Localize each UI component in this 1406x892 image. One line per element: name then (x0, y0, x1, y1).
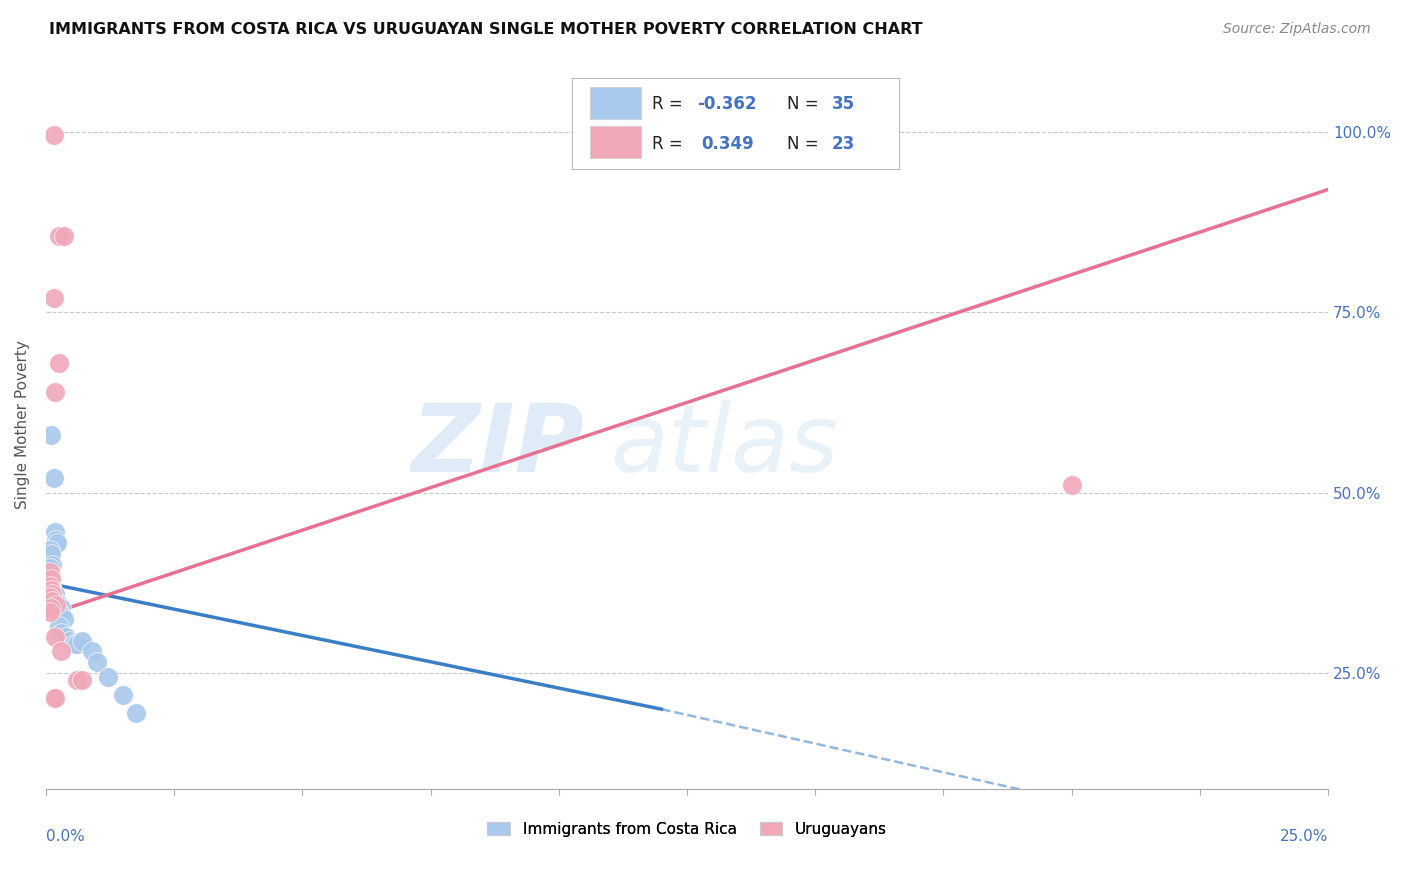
Point (42, 471, 65, 485)
Point (39, 583, 62, 598)
Point (42, 128, 65, 143)
Text: 35: 35 (832, 95, 855, 113)
FancyBboxPatch shape (572, 78, 898, 169)
Point (44, 384, 66, 399)
Point (86, 655, 108, 669)
Point (48, 229, 70, 244)
Point (39, 579, 62, 593)
Point (39, 591, 62, 605)
Point (39, 591, 62, 605)
Point (42, 291, 65, 305)
Point (39, 575, 62, 590)
Point (48, 356, 70, 370)
Point (39, 565, 62, 579)
Point (66, 637, 89, 651)
Text: 0.0%: 0.0% (46, 829, 84, 844)
Text: atlas: atlas (610, 401, 838, 491)
Point (48, 605, 70, 619)
Text: N =: N = (787, 136, 824, 153)
Text: N =: N = (787, 95, 824, 113)
Text: -0.362: -0.362 (697, 95, 756, 113)
Point (41, 558, 63, 572)
Text: ZIP: ZIP (412, 400, 585, 492)
FancyBboxPatch shape (589, 126, 641, 158)
Point (39, 547, 62, 561)
Point (58, 633, 80, 648)
Point (39, 572, 62, 586)
Point (52, 229, 75, 244)
Point (45, 598, 67, 612)
Text: Source: ZipAtlas.com: Source: ZipAtlas.com (1223, 22, 1371, 37)
Point (44, 587, 66, 601)
Point (44, 691, 66, 706)
Point (63, 637, 86, 651)
Point (66, 673, 89, 688)
Point (51, 626, 73, 640)
Point (125, 706, 148, 720)
Point (51, 608, 73, 623)
Point (41, 583, 63, 598)
Point (55, 630, 77, 644)
Point (70, 673, 93, 688)
Point (70, 633, 93, 648)
Point (51, 644, 73, 658)
Point (45, 594, 67, 608)
Point (41, 594, 63, 608)
Point (111, 688, 134, 702)
Point (44, 525, 66, 540)
Point (1060, 478, 1083, 492)
Point (39, 543, 62, 558)
Point (48, 598, 70, 612)
Point (39, 561, 62, 575)
Point (44, 630, 66, 644)
Text: 0.349: 0.349 (702, 136, 754, 153)
Point (46, 536, 69, 550)
Point (41, 587, 63, 601)
Point (82, 644, 104, 658)
Y-axis label: Single Mother Poverty: Single Mother Poverty (15, 340, 30, 508)
Text: 23: 23 (832, 136, 855, 153)
Point (39, 572, 62, 586)
Text: 25.0%: 25.0% (1279, 829, 1329, 844)
Point (39, 579, 62, 593)
Point (39, 568, 62, 582)
Legend: Immigrants from Costa Rica, Uruguayans: Immigrants from Costa Rica, Uruguayans (481, 815, 893, 843)
Text: R =: R = (652, 136, 693, 153)
Point (52, 612, 75, 626)
Point (39, 605, 62, 619)
Point (96, 670, 118, 684)
FancyBboxPatch shape (589, 87, 641, 119)
Point (39, 428, 62, 442)
Point (42, 587, 65, 601)
Point (51, 601, 73, 615)
Text: IMMIGRANTS FROM COSTA RICA VS URUGUAYAN SINGLE MOTHER POVERTY CORRELATION CHART: IMMIGRANTS FROM COSTA RICA VS URUGUAYAN … (49, 22, 922, 37)
Point (45, 533, 67, 547)
Point (48, 619, 70, 633)
Text: R =: R = (652, 95, 689, 113)
Point (39, 601, 62, 615)
Point (42, 691, 65, 706)
